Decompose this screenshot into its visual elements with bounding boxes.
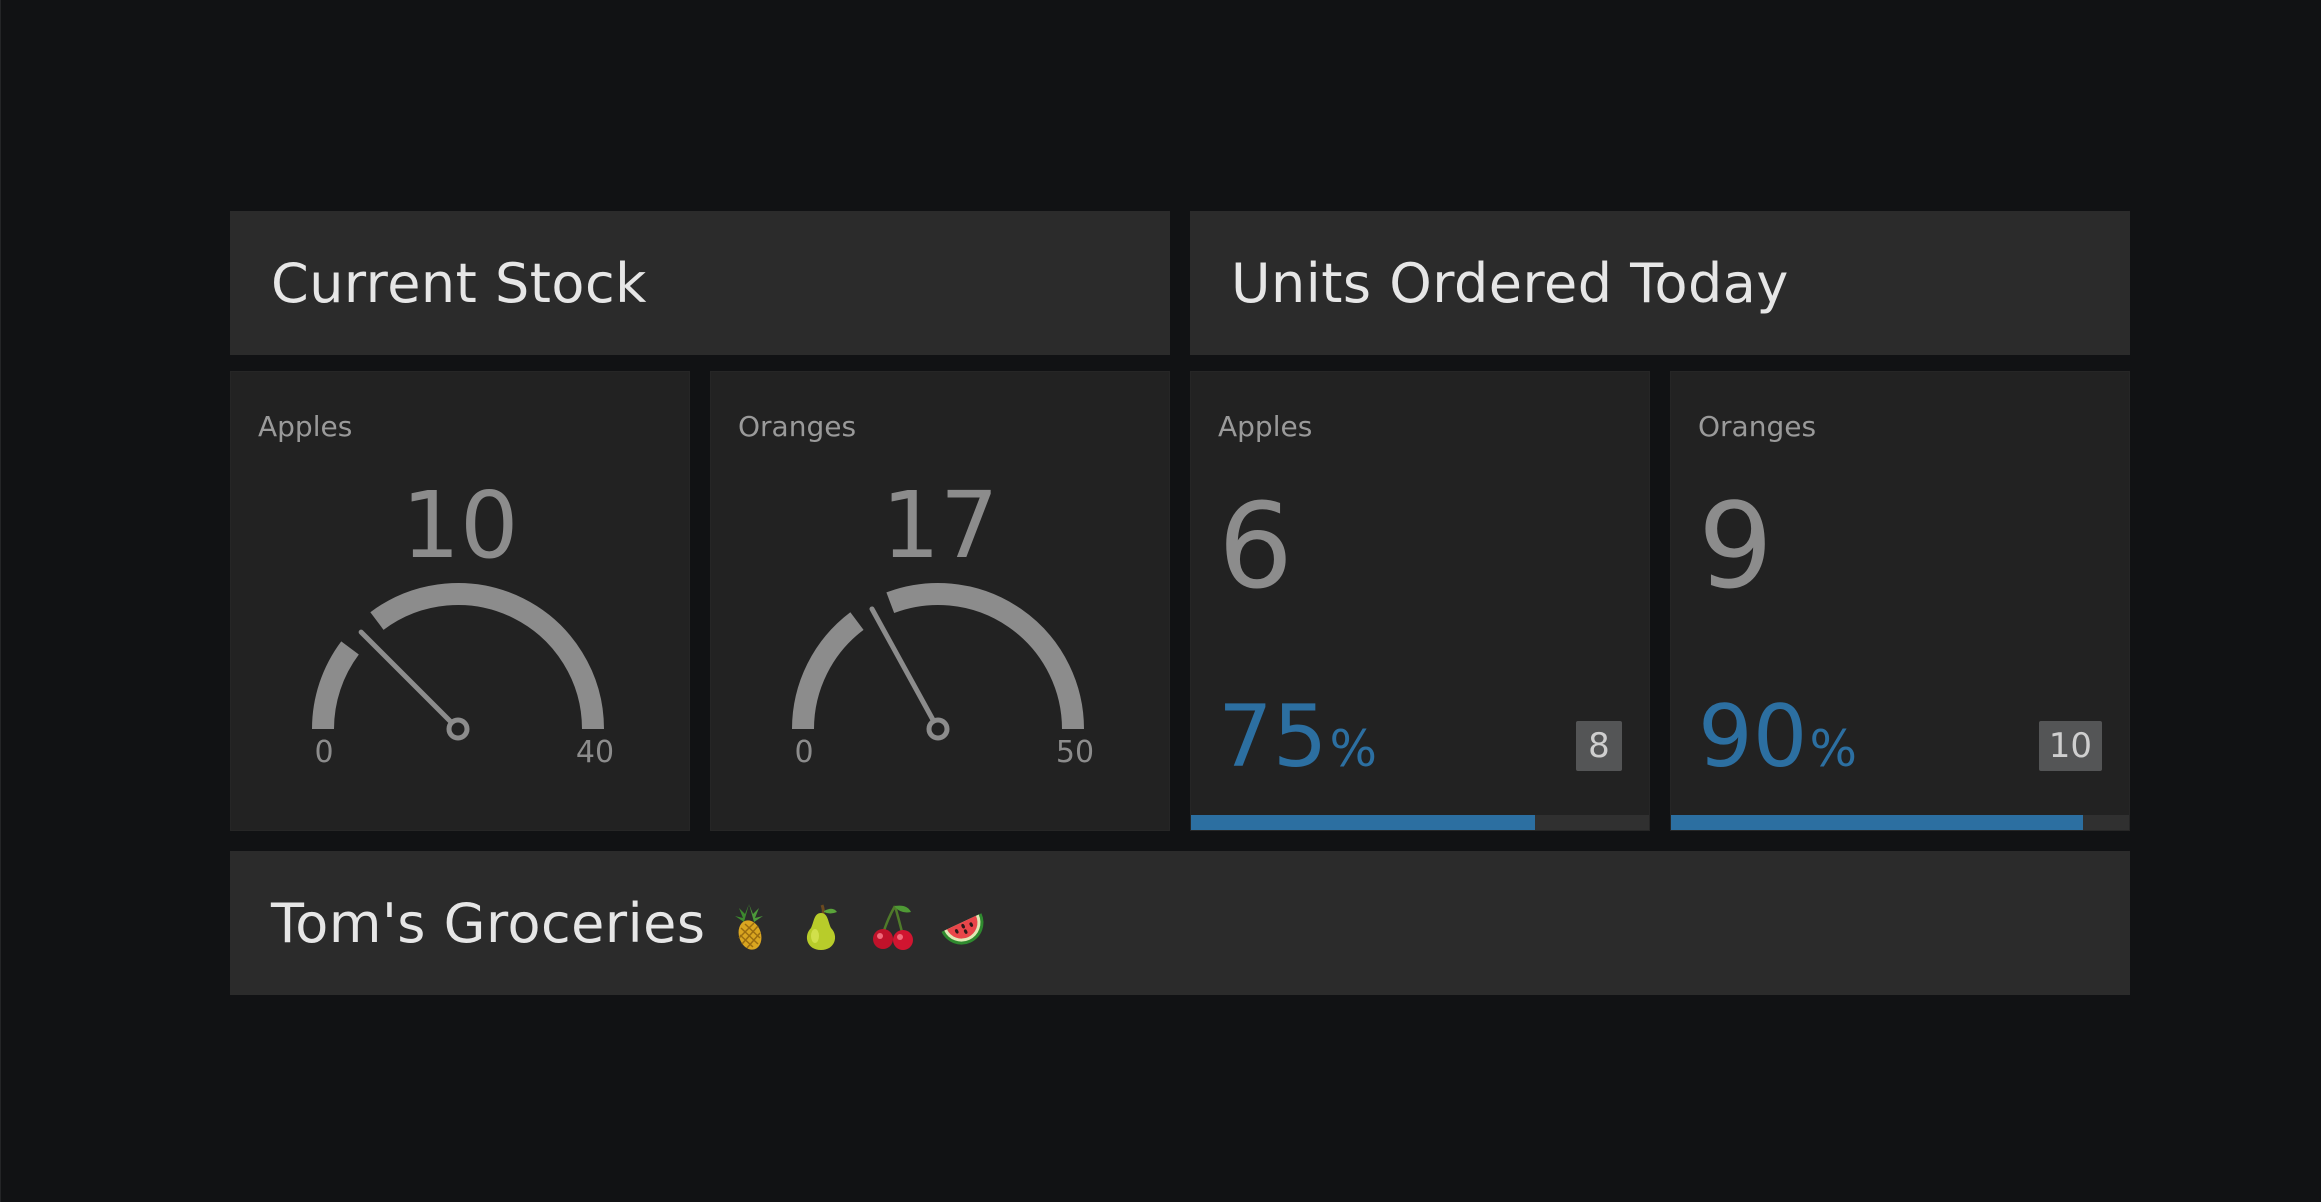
tile-label: Apples [258, 410, 353, 443]
stock-gauge-oranges[interactable]: Oranges 17 0 50 [710, 371, 1170, 831]
percent-value: 90 [1698, 687, 1808, 787]
ordered-value: 6 [1218, 477, 1294, 615]
progress-bar [1191, 815, 1649, 830]
footer-title: Tom's Groceries [271, 891, 706, 955]
percent-of-target: 90% [1698, 694, 1857, 780]
gauge-dial: 0 50 [792, 583, 1094, 770]
gauge-arc-low [792, 612, 864, 730]
percent-sign: % [1329, 720, 1377, 778]
gauge-needle [869, 606, 941, 732]
progress-bar [1671, 815, 2129, 830]
gauge-value: 17 [881, 472, 999, 579]
gauge-arc-high [370, 583, 604, 730]
target-badge: 8 [1576, 721, 1622, 771]
units-ordered-title: Units Ordered Today [1231, 251, 1789, 315]
units-ordered-oranges[interactable]: Oranges 9 90% 10 [1670, 371, 2130, 831]
gauge-value: 10 [401, 472, 519, 579]
fruit-emojis [719, 892, 988, 955]
gauge-min-label: 0 [314, 735, 333, 770]
target-badge: 10 [2038, 721, 2102, 771]
current-stock-title: Current Stock [271, 251, 647, 315]
percent-sign: % [1809, 720, 1857, 778]
tile-label: Oranges [1698, 410, 1817, 443]
current-stock-header: Current Stock [230, 211, 1170, 355]
gauge-dial: 0 40 [312, 583, 614, 770]
footer-panel: Tom's Groceries [230, 851, 2130, 995]
percent-of-target: 75% [1218, 694, 1377, 780]
percent-value: 75 [1218, 687, 1328, 787]
stock-gauge-apples[interactable]: Apples 10 0 40 [230, 371, 690, 831]
gauge-max-label: 50 [1056, 735, 1094, 770]
gauge-hub [926, 717, 950, 741]
gauge-needle [358, 629, 461, 732]
gauge-max-label: 40 [576, 735, 614, 770]
gauge-min-label: 0 [794, 735, 813, 770]
cherries-icon [869, 902, 917, 952]
gauge-hub [446, 717, 470, 741]
gauge-arc-low [312, 641, 360, 730]
units-ordered-apples[interactable]: Apples 6 75% 8 [1190, 371, 1650, 831]
tile-label: Apples [1218, 410, 1313, 443]
gauge-arc-high [886, 583, 1084, 730]
pear-icon [797, 902, 845, 952]
progress-bar-fill [1671, 815, 2084, 830]
watermelon-icon [940, 902, 988, 952]
progress-bar-fill [1191, 815, 1535, 830]
pineapple-icon [725, 902, 773, 952]
tile-label: Oranges [738, 410, 857, 443]
units-ordered-header: Units Ordered Today [1190, 211, 2130, 355]
ordered-value: 9 [1698, 477, 1774, 615]
